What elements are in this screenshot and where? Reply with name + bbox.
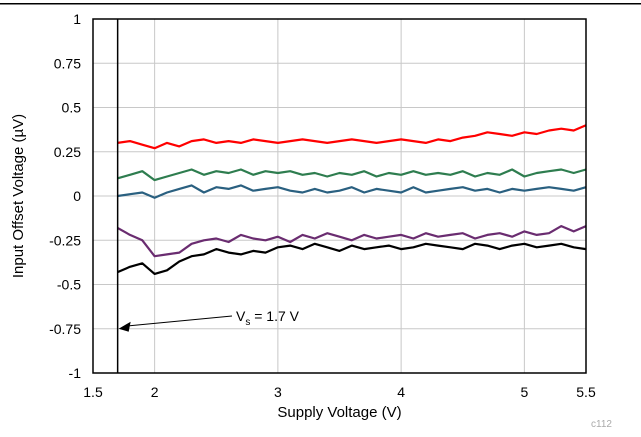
series-line-2 <box>117 168 587 182</box>
x-tick-label: 3 <box>274 384 282 400</box>
y-tick-label: 0.75 <box>54 55 81 71</box>
series-line-1 <box>117 124 587 150</box>
y-tick-label: 1 <box>73 11 81 27</box>
vs-annotation: Vs = 1.7 V <box>116 19 300 373</box>
y-tick-label: -1 <box>69 365 82 381</box>
y-tick-label: -0.75 <box>49 321 81 337</box>
plot-frame <box>92 18 587 374</box>
figure-id: c112 <box>591 419 612 430</box>
y-axis-title: Input Offset Voltage (µV) <box>10 114 27 278</box>
x-tick-label: 2 <box>151 384 159 400</box>
x-tick-label: 5.5 <box>576 384 596 400</box>
y-tick-label: -0.25 <box>49 232 81 248</box>
x-tick-label: 4 <box>397 384 405 400</box>
grid <box>93 19 586 373</box>
x-tick-label: 1.5 <box>83 384 103 400</box>
annotation-text: Vs = 1.7 V <box>236 308 300 328</box>
data-series <box>117 124 587 275</box>
series-line-5 <box>117 242 587 275</box>
header-rule <box>0 3 641 5</box>
series-line-4 <box>117 225 587 258</box>
y-tick-label: 0 <box>73 188 81 204</box>
y-tick-label: 0.5 <box>62 100 82 116</box>
annotation-arrowhead <box>118 321 131 332</box>
y-tick-labels: 1 0.75 0.5 0.25 0 -0.25 -0.5 -0.75 -1 <box>49 11 81 381</box>
x-axis-title: Supply Voltage (V) <box>277 404 401 421</box>
x-tick-label: 5 <box>520 384 528 400</box>
series-line-3 <box>117 184 587 199</box>
y-tick-label: 0.25 <box>54 144 81 160</box>
x-tick-labels: 1.5 2 3 4 5 5.5 <box>83 384 596 400</box>
y-tick-label: -0.5 <box>57 277 81 293</box>
annotation-leader <box>129 315 233 327</box>
